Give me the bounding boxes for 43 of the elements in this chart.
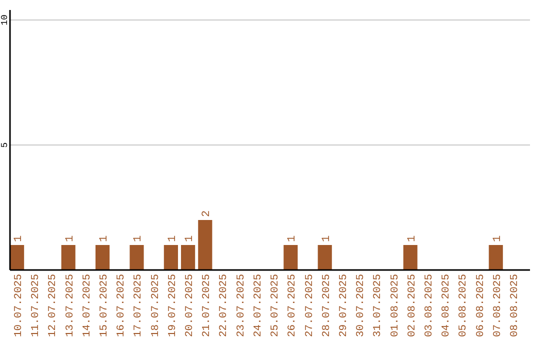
x-tick-label: 08.08.2025 [508, 274, 521, 338]
x-tick-label: 11.07.2025 [30, 274, 42, 338]
data-label: 1 [320, 235, 333, 242]
x-tick-label: 21.07.2025 [201, 274, 214, 338]
data-label: 1 [132, 235, 145, 242]
x-tick-label: 01.08.2025 [389, 274, 402, 338]
data-label: 1 [492, 235, 504, 242]
data-label: 1 [64, 235, 76, 242]
x-tick-label: 12.07.2025 [47, 274, 60, 338]
data-label: 1 [166, 235, 179, 242]
y-tick-label: 5 [0, 142, 10, 148]
x-tick-label: 20.07.2025 [184, 274, 196, 338]
y-tick-label: 10 [0, 14, 10, 26]
x-tick-label: 26.07.2025 [286, 274, 299, 338]
x-tick-label: 17.07.2025 [132, 274, 145, 338]
x-tick-label: 30.07.2025 [355, 274, 368, 338]
x-tick-label: 18.07.2025 [150, 274, 162, 338]
x-tick-label: 28.07.2025 [320, 274, 333, 338]
x-tick-label: 05.08.2025 [458, 274, 470, 338]
x-tick-label: 14.07.2025 [81, 274, 94, 338]
x-tick-label: 04.08.2025 [440, 274, 453, 338]
data-label: 2 [201, 210, 214, 217]
x-tick-label: 16.07.2025 [116, 274, 128, 338]
x-tick-label: 10.07.2025 [13, 274, 26, 338]
x-tick-label: 24.07.2025 [252, 274, 264, 338]
data-label: 1 [286, 235, 299, 242]
data-label: 1 [98, 235, 111, 242]
x-tick-label: 15.07.2025 [98, 274, 111, 338]
x-tick-label: 19.07.2025 [166, 274, 179, 338]
x-tick-label: 02.08.2025 [406, 274, 418, 338]
x-tick-label: 31.07.2025 [372, 274, 384, 338]
x-tick-label: 27.07.2025 [304, 274, 316, 338]
x-tick-label: 06.08.2025 [474, 274, 487, 338]
x-tick-label: 23.07.2025 [235, 274, 248, 338]
data-label: 1 [13, 235, 26, 242]
x-tick-label: 22.07.2025 [218, 274, 230, 338]
x-tick-label: 13.07.2025 [64, 274, 76, 338]
data-label: 1 [184, 235, 196, 242]
x-tick-label: 03.08.2025 [423, 274, 436, 338]
x-tick-label: 25.07.2025 [270, 274, 282, 338]
x-tick-label: 29.07.2025 [338, 274, 350, 338]
x-tick-label: 07.08.2025 [492, 274, 504, 338]
data-label: 1 [406, 235, 418, 242]
